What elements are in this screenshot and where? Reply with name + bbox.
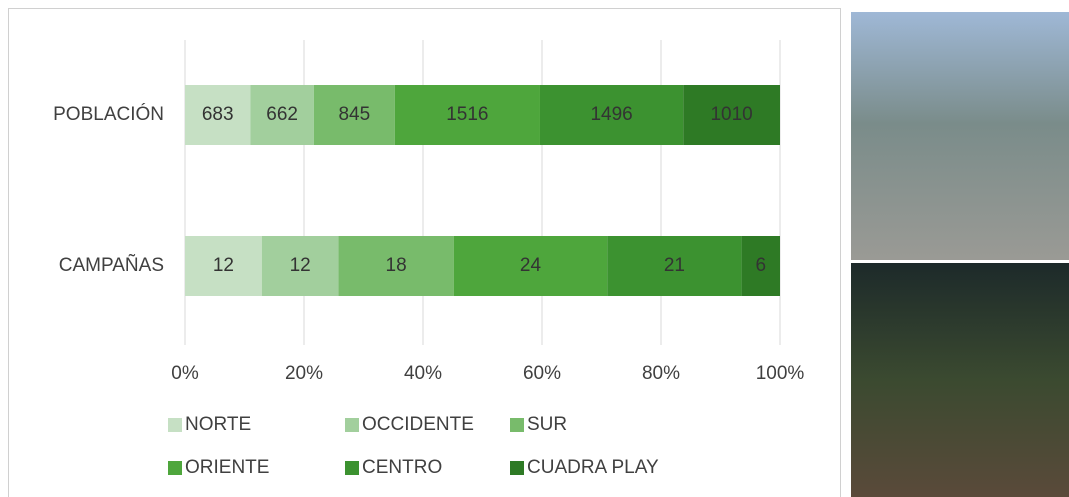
legend-marker — [168, 418, 182, 432]
data-label: 12 — [213, 255, 234, 276]
data-label: 662 — [266, 104, 298, 125]
legend-label: SUR — [527, 414, 567, 435]
data-label: 6 — [756, 255, 767, 276]
x-tick-label: 0% — [171, 363, 199, 384]
legend-label: ORIENTE — [185, 457, 269, 478]
legend-label: CUADRA PLAY — [527, 457, 659, 478]
data-label: 1516 — [446, 104, 488, 125]
legend-marker — [510, 418, 524, 432]
data-label: 683 — [202, 104, 234, 125]
y-tick-label: CAMPAÑAS — [59, 254, 164, 276]
data-label: 24 — [520, 255, 542, 276]
data-label: 845 — [338, 104, 370, 125]
x-tick-label: 100% — [756, 363, 805, 384]
data-label: 12 — [290, 255, 311, 276]
data-label: 21 — [664, 255, 685, 276]
data-label: 1010 — [710, 104, 752, 125]
legend-label: CENTRO — [362, 457, 442, 478]
photo — [851, 12, 1069, 260]
y-tick-label: POBLACIÓN — [53, 103, 164, 125]
x-tick-label: 40% — [404, 363, 442, 384]
legend-marker — [345, 418, 359, 432]
x-tick-label: 60% — [523, 363, 561, 384]
legend-marker — [345, 461, 359, 475]
x-tick-label: 80% — [642, 363, 680, 384]
legend-label: NORTE — [185, 414, 251, 435]
data-label: 18 — [386, 255, 407, 276]
photo — [851, 263, 1069, 497]
legend-label: OCCIDENTE — [362, 414, 474, 435]
x-tick-label: 20% — [285, 363, 323, 384]
data-label: 1496 — [590, 104, 632, 125]
page: 0% 20% 40% 60% 80% 100% POBLACIÓN 683 662 845 1516… — [0, 0, 1069, 497]
legend-marker — [510, 461, 524, 475]
legend-marker — [168, 461, 182, 475]
